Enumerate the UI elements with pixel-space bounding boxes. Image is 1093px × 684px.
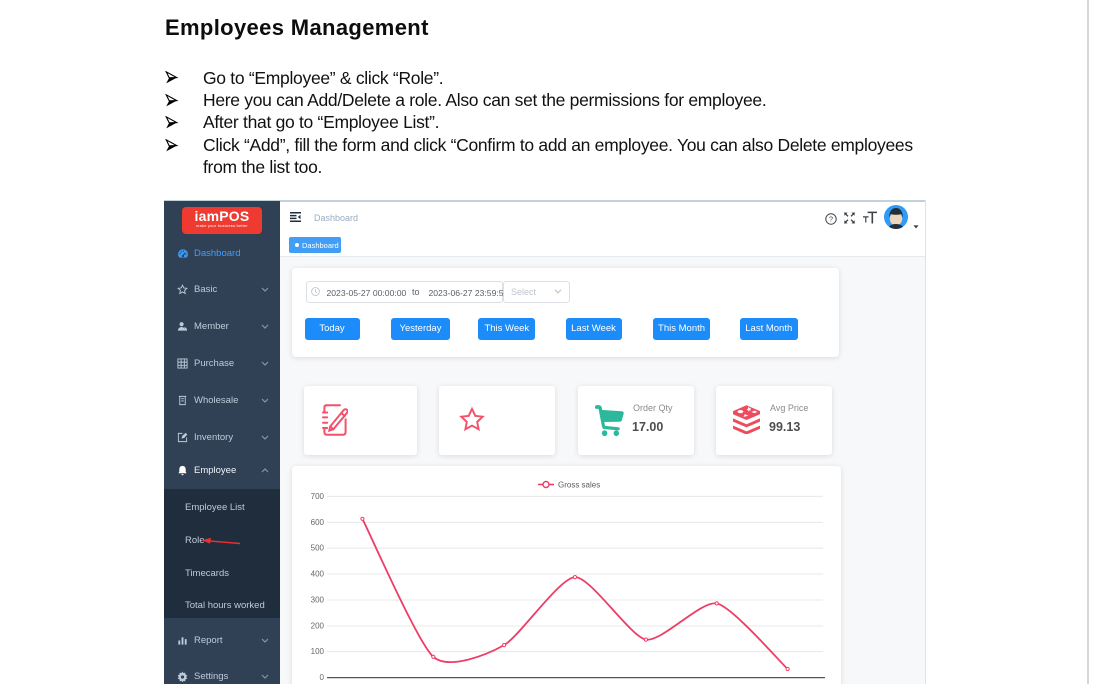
svg-text:400: 400 (311, 570, 325, 579)
svg-text:100: 100 (311, 647, 325, 656)
svg-text:700: 700 (311, 492, 325, 501)
svg-text:500: 500 (311, 544, 325, 553)
svg-text:300: 300 (311, 596, 325, 605)
svg-text:?: ? (829, 214, 833, 223)
svg-text:0: 0 (320, 673, 325, 682)
svg-text:Gross sales: Gross sales (558, 481, 600, 490)
svg-text:600: 600 (311, 518, 325, 527)
svg-text:200: 200 (311, 622, 325, 631)
